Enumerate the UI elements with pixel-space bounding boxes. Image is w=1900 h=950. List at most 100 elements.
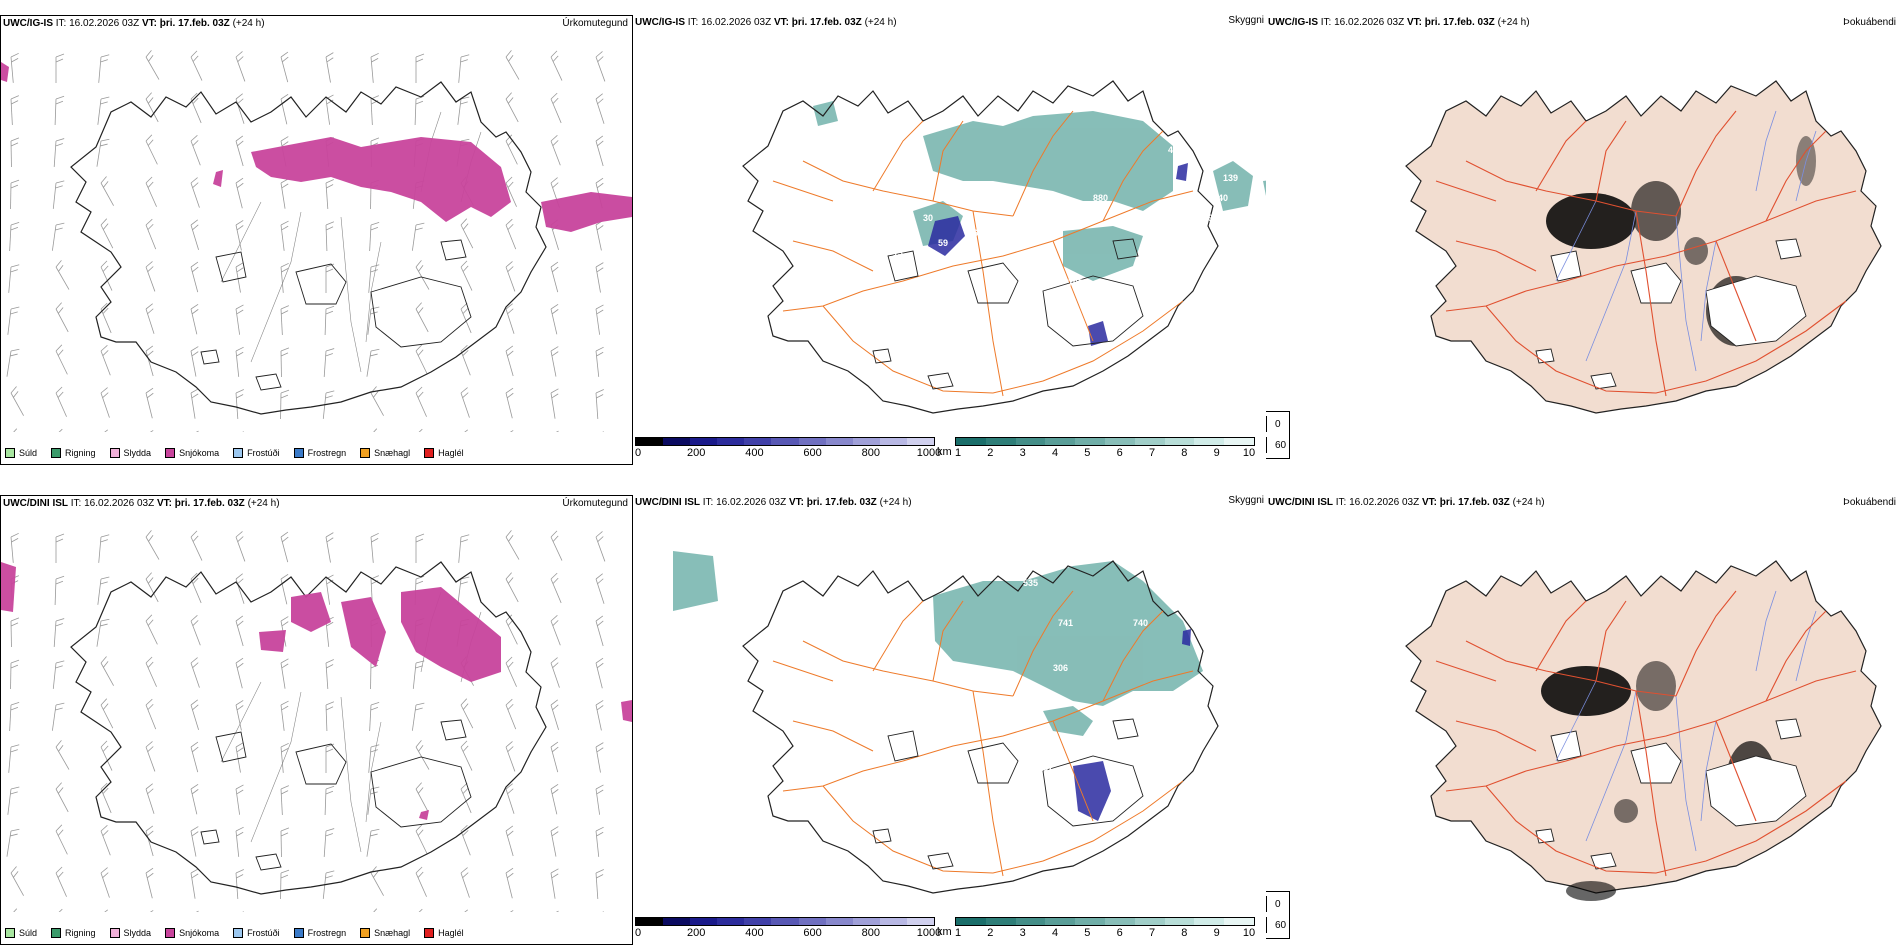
colorbar-tick-label: 3 (1019, 447, 1026, 459)
wind-barb (10, 866, 24, 896)
road-line (1455, 720, 1537, 752)
road-line (792, 240, 874, 272)
ceiling-value-label: 741 (1058, 618, 1073, 628)
legend-item-2: Slydda (109, 448, 151, 458)
wind-barb (369, 222, 380, 251)
iceland-land (1405, 560, 1882, 894)
wind-barb (8, 744, 20, 773)
wind-barb (100, 387, 110, 418)
wind-barb (505, 572, 519, 603)
wind-barb (235, 346, 244, 377)
colorbar-tick-label: 7 (1148, 927, 1156, 939)
ceiling-value-label: 247 (1043, 273, 1058, 283)
colorbar-tick-label: 2 (987, 927, 994, 939)
wind-barb (457, 576, 470, 605)
glacier-outline (872, 828, 892, 844)
wind-barb (411, 222, 425, 251)
ceiling-value-label: 196 (1168, 268, 1183, 278)
ceiling-value-label: 600 (933, 118, 948, 128)
wind-barb (10, 428, 18, 432)
river-line (365, 721, 382, 823)
panel-header: UWC/DINI ISL IT: 16.02.2026 03Z VT: þri.… (1268, 497, 1545, 508)
legend-item-7: Haglél (424, 928, 464, 938)
road-line (1445, 190, 1857, 312)
wind-barb (595, 93, 605, 124)
wind-barb (100, 345, 111, 376)
glacier-outline (1630, 742, 1682, 784)
wind-barb (595, 51, 606, 82)
wind-barb (595, 573, 605, 604)
wind-barb (100, 782, 112, 814)
river-line (1700, 720, 1717, 822)
colorbar-swatch (852, 438, 880, 445)
wind-barb (550, 910, 559, 912)
wind-barb (55, 260, 70, 290)
wind-barb (505, 867, 514, 899)
colorbar-tick-label: 800 (861, 927, 880, 939)
road-line (1485, 300, 1847, 394)
wind-barb (505, 92, 519, 123)
colorbar-swatch (1224, 918, 1254, 925)
low-ceiling-areas (1073, 629, 1191, 821)
panel-title: Skyggni (1228, 15, 1264, 26)
iceland-outline (742, 80, 1219, 414)
wind-barb (190, 219, 199, 250)
colorbar-swatch (906, 438, 935, 445)
wind-barb (505, 345, 514, 377)
wind-barb (100, 429, 109, 432)
river-line (1755, 110, 1777, 192)
wind-barb (415, 533, 425, 563)
wind-barb (280, 658, 289, 689)
wind-barb (145, 656, 157, 687)
road-line (1715, 720, 1757, 822)
wind-barb (235, 657, 244, 689)
ceiling-value-label: 27 (898, 223, 908, 233)
legend-item-5: Frostregn (293, 448, 346, 458)
wind-barb (550, 430, 559, 432)
legend-item-3: Snjókoma (165, 448, 219, 458)
wind-barb (595, 615, 604, 647)
legend-swatch (293, 928, 304, 938)
colorbar-tick-label: 0 (634, 927, 642, 939)
glaciers (872, 718, 1144, 870)
wind-barb (145, 92, 159, 123)
colorbar-swatch (717, 918, 745, 925)
ceiling-value-label: 306 (1053, 663, 1068, 673)
wind-barb (460, 260, 473, 291)
colorbar-swatch (798, 918, 826, 925)
colorbar-tick-label: 0 (634, 447, 642, 459)
wind-barb (366, 348, 380, 377)
ceiling-value-label: 70 (1053, 798, 1063, 808)
wind-barb (595, 262, 604, 293)
road-line (1595, 600, 1627, 682)
wind-barb (190, 615, 201, 646)
road-line (782, 670, 1194, 792)
colorbar-swatch (744, 918, 772, 925)
wind-barb (325, 263, 335, 293)
wind-barb (505, 741, 516, 772)
colorbar-swatch (1015, 918, 1046, 925)
fog-legend-label-60: 60 (1275, 919, 1287, 931)
colorbar-tick-label: 1 (954, 927, 962, 939)
wind-barb (100, 302, 112, 334)
wind-barb (505, 530, 520, 560)
road-line (1012, 110, 1074, 217)
panel-title: Úrkomutegund (562, 18, 628, 29)
wind-barb (6, 348, 20, 377)
river-line (340, 696, 362, 853)
visibility-colorbar-swatches (955, 917, 1255, 926)
wind-barb (550, 530, 563, 561)
wind-barb (96, 138, 110, 167)
colorbar-tick-label: 600 (803, 927, 822, 939)
wind-barb (415, 824, 428, 855)
wind-barb (145, 218, 157, 250)
colorbar-swatch (1224, 438, 1254, 445)
glacier-outline (295, 263, 347, 305)
wind-barb (370, 95, 379, 125)
wind-barb (235, 51, 246, 82)
road-line (802, 640, 1014, 697)
wind-barb (97, 576, 110, 605)
river-line (1795, 130, 1817, 202)
glacier-outline (887, 250, 919, 282)
ceiling-value-label: 59 (938, 238, 948, 248)
